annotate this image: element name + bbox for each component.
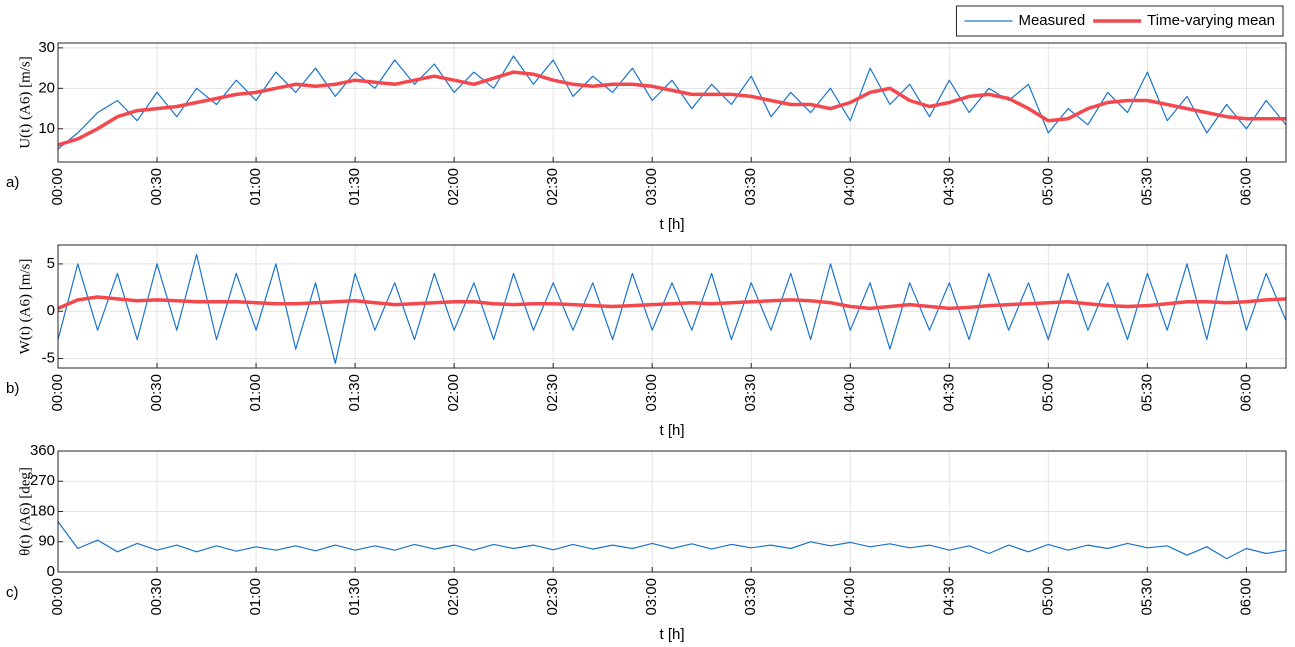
x-tick-label: 02:00 <box>445 578 462 616</box>
x-tick-label: 02:30 <box>544 168 561 206</box>
series-line <box>58 295 1286 311</box>
x-axis-label: t [h] <box>659 626 684 643</box>
x-tick-label: 01:00 <box>247 168 264 206</box>
x-tick-label: 03:00 <box>643 374 660 412</box>
x-tick-label: 03:30 <box>742 374 759 412</box>
x-tick-label: 05:30 <box>1138 578 1155 616</box>
y-axis-label: θ(t) (A6) [deg] <box>17 467 33 556</box>
x-tick-label: 04:00 <box>841 168 858 206</box>
series-line <box>58 253 1286 364</box>
y-axis-label: U(t) (A6) [m/s] <box>17 56 33 148</box>
y-tick-label: 30 <box>38 39 55 56</box>
y-tick-label: 270 <box>30 472 55 489</box>
x-tick-label: 01:30 <box>346 374 363 412</box>
legend-label: Measured <box>1018 12 1085 29</box>
y-tick-label: 10 <box>38 120 55 137</box>
legend: Measured Time-varying mean <box>955 5 1284 37</box>
x-axis-label: t [h] <box>659 216 684 233</box>
x-tick-label: 04:30 <box>940 168 957 206</box>
x-tick-label: 05:00 <box>1039 374 1056 412</box>
x-tick-label: 00:00 <box>49 374 66 412</box>
y-tick-label: 0 <box>47 563 55 580</box>
series-line <box>58 70 1286 147</box>
x-tick-label: 04:30 <box>940 374 957 412</box>
x-tick-label: 00:30 <box>148 578 165 616</box>
x-tick-label: 00:00 <box>49 168 66 206</box>
series-line <box>58 521 1286 560</box>
x-tick-label: 04:30 <box>940 578 957 616</box>
x-tick-label: 01:00 <box>247 578 264 616</box>
panel-label: c) <box>6 584 19 601</box>
y-tick-label: 5 <box>47 255 55 272</box>
y-tick-label: 20 <box>38 79 55 96</box>
x-tick-label: 00:30 <box>148 168 165 206</box>
x-tick-label: 02:00 <box>445 374 462 412</box>
x-tick-label: 02:30 <box>544 374 561 412</box>
y-tick-label: 180 <box>30 502 55 519</box>
x-tick-label: 03:30 <box>742 168 759 206</box>
x-tick-label: 05:30 <box>1138 168 1155 206</box>
x-tick-label: 06:00 <box>1237 374 1254 412</box>
x-tick-label: 00:30 <box>148 374 165 412</box>
x-tick-label: 01:00 <box>247 374 264 412</box>
y-axis-label: W(t) (A6) [m/s] <box>17 259 33 355</box>
x-tick-label: 06:00 <box>1237 168 1254 206</box>
legend-label: Time-varying mean <box>1147 12 1275 29</box>
y-tick-label: 0 <box>47 302 55 319</box>
x-tick-label: 02:30 <box>544 578 561 616</box>
x-tick-label: 04:00 <box>841 578 858 616</box>
x-tick-label: 05:00 <box>1039 578 1056 616</box>
y-tick-label: 360 <box>30 442 55 459</box>
x-tick-label: 03:00 <box>643 168 660 206</box>
x-tick-label: 00:00 <box>49 578 66 616</box>
x-tick-label: 01:30 <box>346 168 363 206</box>
x-tick-label: 06:00 <box>1237 578 1254 616</box>
x-tick-label: 02:00 <box>445 168 462 206</box>
y-tick-label: 90 <box>38 533 55 550</box>
x-tick-label: 05:00 <box>1039 168 1056 206</box>
x-tick-label: 05:30 <box>1138 374 1155 412</box>
axes-box <box>57 244 1287 369</box>
x-tick-label: 03:00 <box>643 578 660 616</box>
x-tick-label: 03:30 <box>742 578 759 616</box>
x-tick-label: 01:30 <box>346 578 363 616</box>
x-tick-label: 04:00 <box>841 374 858 412</box>
panel-label: b) <box>6 380 19 397</box>
y-tick-label: -5 <box>42 350 55 367</box>
x-axis-label: t [h] <box>659 422 684 439</box>
axes-box <box>57 42 1287 163</box>
panel-label: a) <box>6 174 19 191</box>
